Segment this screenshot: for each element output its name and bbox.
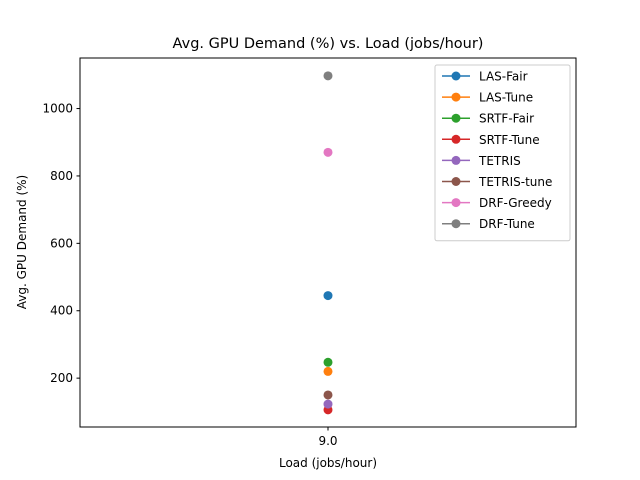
legend-label: DRF-Greedy — [479, 196, 552, 210]
legend-marker — [451, 134, 461, 144]
plot-area — [323, 71, 333, 415]
data-point — [323, 357, 333, 367]
y-tick-label: 1000 — [42, 102, 73, 116]
legend-marker — [451, 177, 461, 186]
data-point — [323, 390, 333, 400]
legend-marker — [451, 219, 461, 229]
legend-marker — [451, 155, 461, 165]
data-point — [323, 366, 333, 376]
data-point — [323, 291, 333, 301]
y-tick-label: 600 — [50, 236, 73, 250]
chart-title: Avg. GPU Demand (%) vs. Load (jobs/hour) — [173, 36, 484, 52]
y-axis-label: Avg. GPU Demand (%) — [15, 175, 29, 309]
legend-marker — [451, 113, 461, 123]
y-tick-label: 800 — [50, 169, 73, 183]
legend-label: DRF-Tune — [479, 217, 535, 231]
legend-marker — [451, 71, 461, 81]
legend-label: TETRIS — [478, 154, 521, 168]
legend-box — [434, 64, 571, 242]
data-point — [323, 399, 333, 409]
legend-marker — [451, 198, 461, 208]
x-tick-label: 9.0 — [318, 434, 337, 448]
legend-marker — [451, 92, 461, 102]
data-point — [323, 147, 333, 157]
legend-label: SRTF-Fair — [479, 112, 534, 126]
legend-label: TETRIS-tune — [478, 175, 552, 189]
data-point — [323, 71, 333, 81]
legend-label: LAS-Fair — [479, 70, 528, 84]
x-axis-label: Load (jobs/hour) — [279, 456, 377, 470]
legend-label: LAS-Tune — [479, 91, 533, 105]
legend: LAS-Fair LAS-Tune SRTF-Fair SRTF-Tune TETRIS… — [434, 64, 571, 242]
y-tick-label: 200 — [50, 371, 73, 385]
legend-label: SRTF-Tune — [479, 133, 540, 147]
y-tick-label: 400 — [50, 304, 73, 318]
